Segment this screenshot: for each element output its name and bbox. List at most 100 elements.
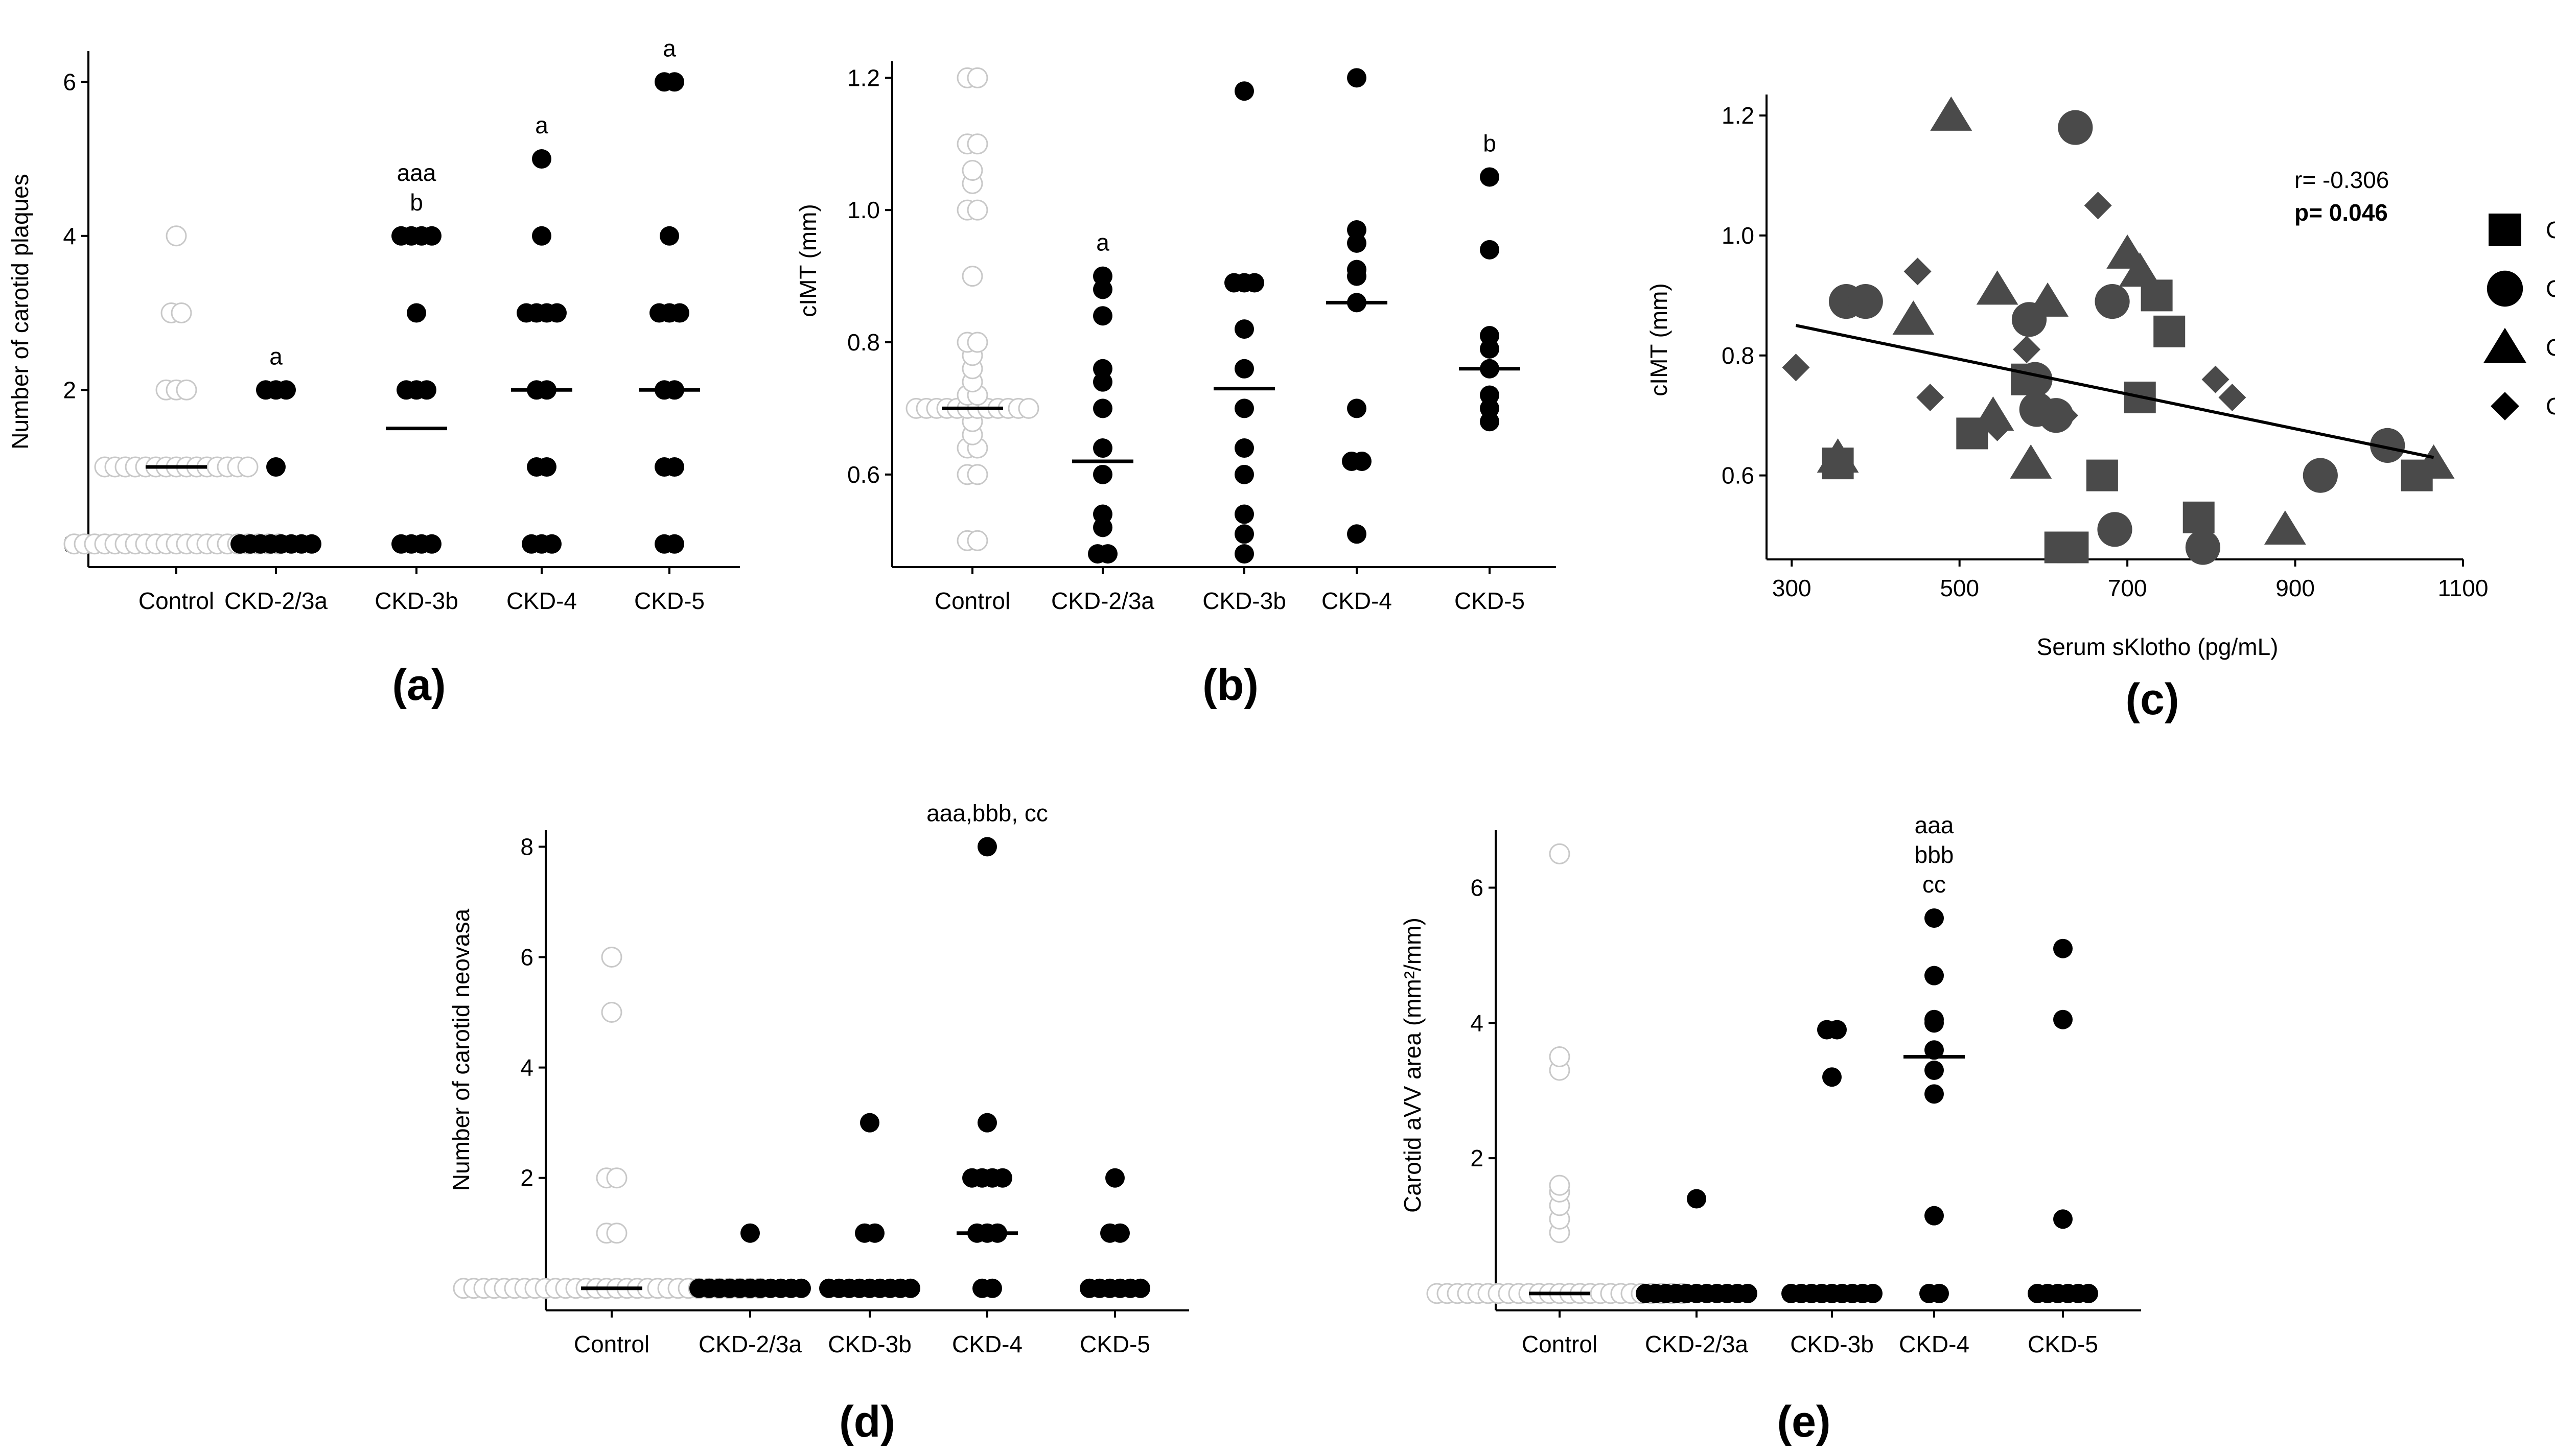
panel-c-data-point-diamond (1916, 383, 1944, 411)
panel-c-legend-marker-circle (2487, 270, 2523, 307)
panel-b-data-point-control (1018, 397, 1039, 419)
panel-b-data-point-ckd-3b (1245, 273, 1264, 293)
panel-b-label: (b) (1202, 661, 1259, 710)
panel-e-x-tick-label: CKD-3b (1790, 1331, 1874, 1357)
panel-b-data-point-ckd-5 (1480, 326, 1499, 346)
panel-c-data-point-diamond (1782, 354, 1810, 382)
panel-c-data-point-diamond (1983, 413, 2011, 441)
panel-e-data-point-ckd-2-3a (1687, 1189, 1706, 1209)
panel-b-data-point-ckd-2-3a (1093, 266, 1112, 286)
panel-b-data-point-ckd-3b (1235, 398, 1254, 418)
panel-c-data-point-circle (2058, 110, 2093, 145)
panel-c-x-tick-label: 700 (2108, 575, 2147, 601)
panel-a-annotation: a (663, 35, 676, 61)
panel-c-y-tick-label: 1.2 (1722, 102, 1754, 129)
panel-c-data-point-square (2182, 501, 2215, 533)
panel-e-y-tick-label: 6 (1470, 875, 1483, 901)
panel-e-y-tick-label: 4 (1470, 1009, 1483, 1036)
panel-d-y-axis-title: Number of carotid neovasa (448, 908, 474, 1191)
panel-e-y-axis-title: Carotid aVV area (mm²/mm) (1399, 918, 1426, 1213)
panel-d-y-tick-label: 4 (520, 1054, 533, 1081)
panel-a-data-point-ckd-5 (665, 534, 684, 554)
panel-d: Number of carotid neovasa (d) 02468Contr… (448, 800, 1189, 1446)
panel-a-y-tick-label: 4 (63, 223, 76, 249)
panel-b-data-point-ckd-2-3a (1093, 504, 1112, 524)
panel-d-y-tick-label: 8 (520, 833, 533, 860)
panel-b-annotation: a (1096, 229, 1109, 256)
panel-a-x-tick-label: CKD-2/3a (224, 588, 328, 614)
panel-a-y-axis-title: Number of carotid plaques (7, 174, 33, 450)
panel-a-data-point-control (171, 302, 192, 324)
panel-e-label: (e) (1777, 1397, 1830, 1446)
panel-c-data-point-triangle (1892, 300, 1935, 335)
panel-b-data-point-ckd-4 (1347, 260, 1366, 279)
panel-d-data-point-control (606, 1223, 628, 1244)
panel-a-x-tick-label: Control (138, 588, 214, 614)
panel-c-data-point-diamond (2084, 192, 2112, 220)
panel-a-data-point-ckd-5 (665, 457, 684, 477)
panel-e-data-point-ckd-4 (1924, 966, 1944, 985)
panel-b: cIMT (mm) (b) 0.6 0.8 1.0 1.2 Control CKD-2/3… (795, 61, 1556, 710)
panel-a-data-point-ckd-2-3a (276, 380, 296, 400)
panel-e-data-point-control (1549, 843, 1570, 864)
panel-e-x-tick-label: CKD-5 (2028, 1331, 2098, 1357)
panel-b-x-tick-label: CKD-2/3a (1051, 588, 1154, 614)
panel-b-data-point-ckd-2-3a (1093, 438, 1112, 458)
panel-c: cIMT (mm) Serum sKlotho (pg/mL) r= -0.30… (1645, 95, 2555, 724)
panel-b-data-point-control (962, 160, 983, 181)
panel-a-x-tick-label: CKD-3b (375, 588, 458, 614)
panel-b-data-point-ckd-2-3a (1093, 306, 1112, 326)
panel-d-data-point-control (601, 1002, 622, 1023)
panel-d-data-point-ckd-4 (993, 1168, 1012, 1188)
panel-a-label: (a) (392, 661, 446, 710)
panel-d-x-tick-label: CKD-5 (1080, 1331, 1150, 1357)
panel-d-x-tick-label: CKD-2/3a (699, 1331, 802, 1357)
panel-d-data-point-ckd-3b (865, 1223, 885, 1243)
panel-c-legend-marker-triangle (2483, 327, 2527, 363)
panel-e-data-point-ckd-5 (2053, 1209, 2073, 1229)
panel-c-data-point-triangle (2010, 444, 2052, 479)
panel-b-x-tick-label: CKD-3b (1202, 588, 1286, 614)
panel-e-x-tick-label: CKD-4 (1899, 1331, 1969, 1357)
panel-c-data-point-diamond (2013, 336, 2041, 364)
panel-b-data-point-ckd-4 (1347, 220, 1366, 240)
panel-b-data-point-ckd-5 (1480, 385, 1499, 405)
panel-e-data-point-ckd-4 (1930, 1283, 1949, 1303)
panel-c-data-point-square (2057, 531, 2089, 563)
panel-d-x-tick-label: CKD-3b (828, 1331, 912, 1357)
panel-b-y-tick-label: 1.0 (847, 197, 880, 223)
panel-c-data-point-triangle (2264, 510, 2306, 545)
panel-c-legend-label: CKD-5 (2546, 393, 2555, 419)
panel-d-y-tick-label: 6 (520, 944, 533, 971)
panel-a-x-tick-label: CKD-5 (634, 588, 705, 614)
panel-c-data-point-diamond (2050, 402, 2078, 430)
panel-a-data-point-ckd-3b (422, 226, 442, 246)
panel-a-data-point-ckd-2-3a (302, 534, 321, 554)
panel-b-data-point-ckd-2-3a (1093, 398, 1112, 418)
panel-e-annotation: cc (1922, 871, 1946, 898)
panel-e-data-point-ckd-2-3a (1738, 1283, 1757, 1303)
panel-b-y-tick-label: 1.2 (847, 64, 880, 91)
panel-b-data-point-ckd-4 (1347, 68, 1366, 88)
panel-c-data-point-triangle (1817, 438, 1859, 473)
panel-c-x-tick-label: 1100 (2438, 575, 2489, 601)
panel-e-data-point-ckd-5 (2053, 1009, 2073, 1029)
panel-c-stat-p: p= 0.046 (2294, 199, 2388, 226)
panel-b-x-tick-label: CKD-4 (1321, 588, 1392, 614)
panel-b-data-point-ckd-3b (1235, 544, 1254, 564)
panel-c-data-point-diamond (1903, 257, 1932, 286)
panel-d-y-tick-label: 2 (520, 1165, 533, 1191)
panel-b-annotation: b (1483, 130, 1496, 156)
panel-d-data-point-control (606, 1167, 628, 1189)
panel-d-x-tick-label: Control (574, 1331, 649, 1357)
panel-b-x-tick-label: CKD-5 (1454, 588, 1525, 614)
panel-a-data-point-ckd-4 (532, 226, 551, 246)
panel-d-data-point-ckd-2-3a (792, 1278, 811, 1298)
panel-e-data-point-ckd-3b (1822, 1067, 1842, 1087)
panel-b-data-point-control (967, 133, 988, 155)
panel-d-label: (d) (839, 1397, 895, 1446)
panel-d-annotation: aaa,bbb, cc (926, 800, 1048, 826)
panel-e-data-point-control (1549, 1046, 1570, 1068)
